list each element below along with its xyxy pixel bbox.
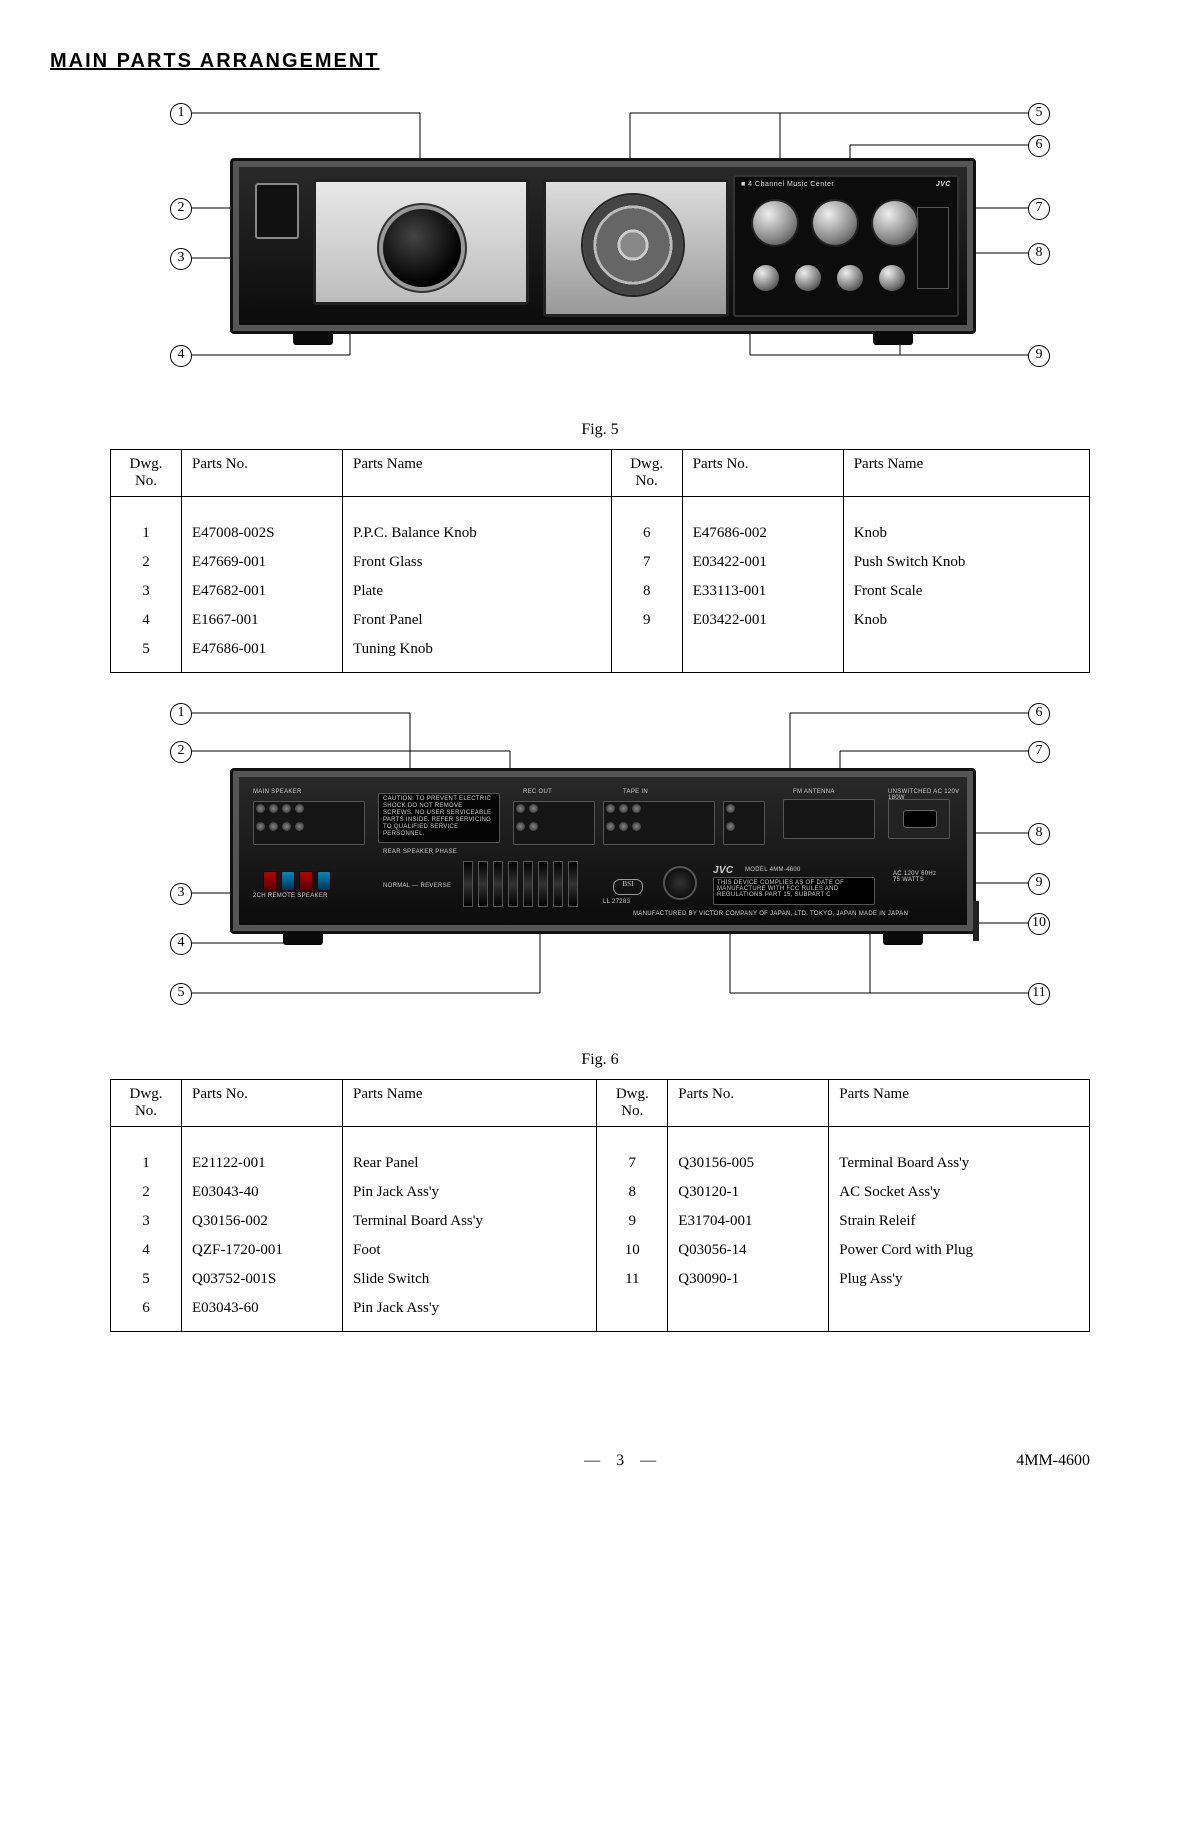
speaker-switch-block [917,207,949,289]
knob-bass [813,201,857,245]
callout-3: 3 [170,248,192,270]
section-title: MAIN PARTS ARRANGEMENT [50,50,1150,73]
compliance-label: THIS DEVICE COMPLIES AS OF DATE OF MANUF… [713,877,875,905]
figure-6: 1 2 3 4 5 6 7 8 9 10 11 M [110,703,1090,1033]
callout-6: 6 [1028,135,1050,157]
caution-label: CAUTION: TO PREVENT ELECTRIC SHOCK DO NO… [378,793,500,843]
label-4ch: ■ 4 Channel Music Center [741,181,834,188]
rear-panel-illustration: MAIN SPEAKER CAUTION: TO PREVENT ELECTRI… [230,768,976,934]
table-row: 1E21122-001Rear Panel7Q30156-005Terminal… [111,1149,1090,1178]
power-window [255,183,299,239]
doc-number: 4MM-4600 [1016,1452,1090,1470]
fig6-caption: Fig. 6 [50,1051,1150,1069]
sch-jacks [723,801,765,845]
col-partsno-r: Parts No. [682,450,843,497]
table-row: 3E47682-001Plate8E33113-001Front Scale [111,577,1090,606]
callout-6: 6 [1028,703,1050,725]
callout-3: 3 [170,883,192,905]
vent-slots [463,861,578,907]
table-row: 4QZF-1720-001Foot10Q03056-14Power Cord w… [111,1236,1090,1265]
power-cord [973,901,979,941]
col-partsname-r: Parts Name [843,450,1089,497]
col-dwg-r: Dwg. No. [611,450,682,497]
callout-5: 5 [170,983,192,1005]
callout-2: 2 [170,741,192,763]
ac-socket [888,799,950,839]
callout-1: 1 [170,703,192,725]
table-row: 5Q03752-001SSlide Switch11Q30090-1Plug A… [111,1265,1090,1294]
callout-7: 7 [1028,198,1050,220]
callout-10: 10 [1028,913,1050,935]
strain-relief [663,866,697,900]
tape-in-jacks [603,801,715,845]
fm-antenna-terminals [783,799,875,839]
table-row: 1E47008-002SP.P.C. Balance Knob6E47686-0… [111,519,1090,548]
knob-volume [837,265,863,291]
table-row: 3Q30156-002Terminal Board Ass'y9E31704-0… [111,1207,1090,1236]
callout-7: 7 [1028,741,1050,763]
tuning-dial [583,195,683,295]
callout-4: 4 [170,933,192,955]
brand-logo: JVC [936,181,951,188]
callout-1: 1 [170,103,192,125]
fig6-parts-table: Dwg. No. Parts No. Parts Name Dwg. No. P… [110,1079,1090,1332]
foot-right [873,331,913,345]
remote-terminal [263,871,277,891]
table-row: 4E1667-001Front Panel9E03422-001Knob [111,606,1090,635]
figure-5: 1 2 3 4 5 6 7 8 9 [110,103,1090,403]
callout-9: 9 [1028,873,1050,895]
col-dwg-r: Dwg. No. [597,1080,668,1127]
foot-left [293,331,333,345]
callout-11: 11 [1028,983,1050,1005]
col-partsno: Parts No. [182,450,343,497]
col-dwg: Dwg. No. [111,1080,182,1127]
front-panel-illustration: ■ 4 Channel Music Center JVC [230,158,976,334]
balance-knob [383,209,461,287]
knob-function [795,265,821,291]
foot-left [283,931,323,945]
knob-treble [873,201,917,245]
callout-5: 5 [1028,103,1050,125]
col-partsname-r: Parts Name [829,1080,1090,1127]
bsi-mark: BSI [613,879,643,895]
page-number: — 3 — [230,1452,1016,1470]
rec-out-jacks [513,801,595,845]
page-footer: — 3 — 4MM-4600 [110,1452,1090,1470]
callout-8: 8 [1028,823,1050,845]
table-row: 2E03043-40Pin Jack Ass'y8Q30120-1AC Sock… [111,1178,1090,1207]
knob-select [753,265,779,291]
speaker-terminals [253,801,365,845]
callout-8: 8 [1028,243,1050,265]
control-panel: ■ 4 Channel Music Center JVC [733,175,959,317]
foot-right [883,931,923,945]
fig5-caption: Fig. 5 [50,421,1150,439]
col-partsno-r: Parts No. [668,1080,829,1127]
col-partsname: Parts Name [343,1080,597,1127]
knob-tuning [753,201,797,245]
table-row: 6E03043-60Pin Jack Ass'y [111,1294,1090,1332]
col-dwg: Dwg. No. [111,450,182,497]
col-partsno: Parts No. [182,1080,343,1127]
knob-extra [879,265,905,291]
fig5-parts-table: Dwg. No. Parts No. Parts Name Dwg. No. P… [110,449,1090,673]
callout-9: 9 [1028,345,1050,367]
callout-4: 4 [170,345,192,367]
table-row: 5E47686-001Tuning Knob [111,635,1090,673]
callout-2: 2 [170,198,192,220]
col-partsname: Parts Name [343,450,612,497]
table-row: 2E47669-001Front Glass7E03422-001Push Sw… [111,548,1090,577]
